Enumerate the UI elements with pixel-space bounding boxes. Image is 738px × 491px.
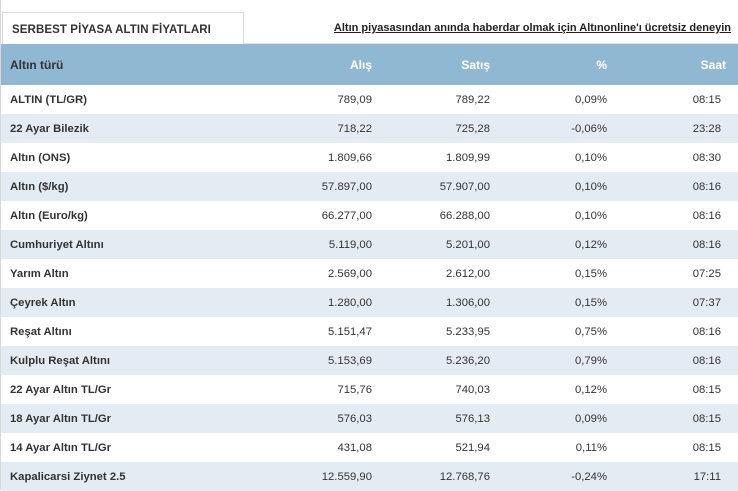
table-row: 22 Ayar Bilezik 718,22 725,28 -0,06% 23:28 [1,114,738,143]
cell-gold-type: Yarım Altın [10,267,69,280]
cell-sell-price: 2.612,00 [446,267,490,280]
cell-time: 08:16 [692,180,721,193]
cell-sell-price: 740,03 [455,383,490,396]
cell-sell-price: 5.201,00 [446,238,490,251]
promo-link[interactable]: Altın piyasasından anında haberdar olmak… [333,22,731,34]
cell-sell-price: 1.809,99 [446,151,490,164]
header-time: Saat [700,57,726,72]
cell-gold-type: Kulplu Reşat Altını [10,354,111,367]
cell-gold-type: 22 Ayar Altın TL/Gr [10,383,112,396]
cell-buy-price: 1.280,00 [328,296,372,309]
cell-buy-price: 431,08 [337,441,372,454]
cell-gold-type: ALTIN (TL/GR) [10,93,87,106]
cell-change-percent: 0,10% [574,180,607,193]
gold-prices-table: Altın türü Alış Satış % Saat ALTIN (TL/G… [1,44,738,491]
table-row: ALTIN (TL/GR) 789,09 789,22 0,09% 08:15 [1,85,738,114]
cell-gold-type: Reşat Altını [10,325,72,338]
cell-buy-price: 5.151,47 [328,325,372,338]
table-row: 18 Ayar Altın TL/Gr 576,03 576,13 0,09% 08:1… [1,404,738,433]
cell-change-percent: -0,06% [571,122,607,135]
tab-divider [244,43,738,44]
cell-time: 07:37 [692,296,721,309]
cell-time: 08:16 [692,209,721,222]
cell-buy-price: 1.809,66 [328,151,372,164]
table-header-row: Altın türü Alış Satış % Saat [1,44,738,85]
tab-free-market-gold-prices[interactable]: SERBEST PİYASA ALTIN FİYATLARI [2,12,244,44]
cell-change-percent: 0,79% [574,354,607,367]
cell-buy-price: 5.119,00 [328,238,372,251]
table-row: Altın ($/kg) 57.897,00 57.907,00 0,10% 08:16 [1,172,738,201]
cell-change-percent: 0,15% [574,267,607,280]
cell-time: 08:16 [692,325,721,338]
cell-sell-price: 5.233,95 [446,325,490,338]
cell-buy-price: 66.277,00 [321,209,372,222]
cell-gold-type: Altın (Euro/kg) [10,209,88,222]
header-gold-type: Altın türü [10,57,64,72]
cell-gold-type: Altın ($/kg) [10,180,69,193]
table-row: Cumhuriyet Altını 5.119,00 5.201,00 0,12% 08… [1,230,738,259]
tab-bar: SERBEST PİYASA ALTIN FİYATLARI Altın piy… [1,0,738,44]
table-row: 22 Ayar Altın TL/Gr 715,76 740,03 0,12% 08:1… [1,375,738,404]
cell-sell-price: 576,13 [455,412,490,425]
cell-gold-type: Kapalicarsi Ziynet 2.5 [10,470,126,483]
table-row: Altın (Euro/kg) 66.277,00 66.288,00 0,10% 08… [1,201,738,230]
cell-buy-price: 576,03 [337,412,372,425]
cell-sell-price: 725,28 [455,122,490,135]
table-row: Reşat Altını 5.151,47 5.233,95 0,75% 08:16 [1,317,738,346]
cell-time: 08:15 [692,93,721,106]
cell-buy-price: 12.559,90 [321,470,372,483]
cell-time: 08:15 [692,383,721,396]
cell-gold-type: Cumhuriyet Altını [10,238,104,251]
cell-change-percent: 0,10% [574,151,607,164]
header-sell: Satış [461,57,490,72]
cell-time: 23:28 [692,122,721,135]
cell-buy-price: 57.897,00 [321,180,372,193]
cell-buy-price: 718,22 [337,122,372,135]
cell-buy-price: 2.569,00 [328,267,372,280]
table-body: ALTIN (TL/GR) 789,09 789,22 0,09% 08:15 22 Ay… [1,85,738,491]
cell-change-percent: 0,11% [575,441,607,454]
cell-time: 08:16 [692,354,721,367]
cell-time: 08:15 [692,441,721,454]
cell-time: 08:16 [692,238,721,251]
table-row: Kapalicarsi Ziynet 2.5 12.559,90 12.768,76… [1,462,738,491]
cell-time: 07:25 [692,267,721,280]
table-row: Altın (ONS) 1.809,66 1.809,99 0,10% 08:30 [1,143,738,172]
header-buy: Alış [349,57,372,72]
cell-sell-price: 66.288,00 [439,209,490,222]
cell-gold-type: 14 Ayar Altın TL/Gr [10,441,112,454]
cell-change-percent: -0,24% [571,470,607,483]
cell-change-percent: 0,12% [574,238,607,251]
cell-gold-type: 22 Ayar Bilezik [10,122,89,135]
cell-time: 08:15 [692,412,721,425]
cell-sell-price: 1.306,00 [446,296,490,309]
cell-sell-price: 789,22 [455,93,490,106]
cell-gold-type: Çeyrek Altın [10,296,76,309]
cell-sell-price: 521,94 [455,441,490,454]
cell-change-percent: 0,12% [574,383,607,396]
cell-change-percent: 0,10% [574,209,607,222]
cell-change-percent: 0,75% [574,325,607,338]
cell-gold-type: 18 Ayar Altın TL/Gr [10,412,112,425]
table-row: Yarım Altın 2.569,00 2.612,00 0,15% 07:25 [1,259,738,288]
table-row: Kulplu Reşat Altını 5.153,69 5.236,20 0,79%… [1,346,738,375]
cell-time: 17:11 [693,470,721,483]
cell-change-percent: 0,15% [574,296,607,309]
cell-buy-price: 789,09 [337,93,372,106]
table-row: Çeyrek Altın 1.280,00 1.306,00 0,15% 07:37 [1,288,738,317]
cell-time: 08:30 [692,151,721,164]
cell-sell-price: 5.236,20 [446,354,490,367]
cell-gold-type: Altın (ONS) [10,151,71,164]
cell-sell-price: 12.768,76 [439,470,490,483]
cell-change-percent: 0,09% [574,412,607,425]
table-row: 14 Ayar Altın TL/Gr 431,08 521,94 0,11% 08:1… [1,433,738,462]
header-percent: % [596,57,607,72]
cell-buy-price: 5.153,69 [328,354,372,367]
cell-buy-price: 715,76 [337,383,372,396]
cell-change-percent: 0,09% [574,93,607,106]
cell-sell-price: 57.907,00 [439,180,490,193]
